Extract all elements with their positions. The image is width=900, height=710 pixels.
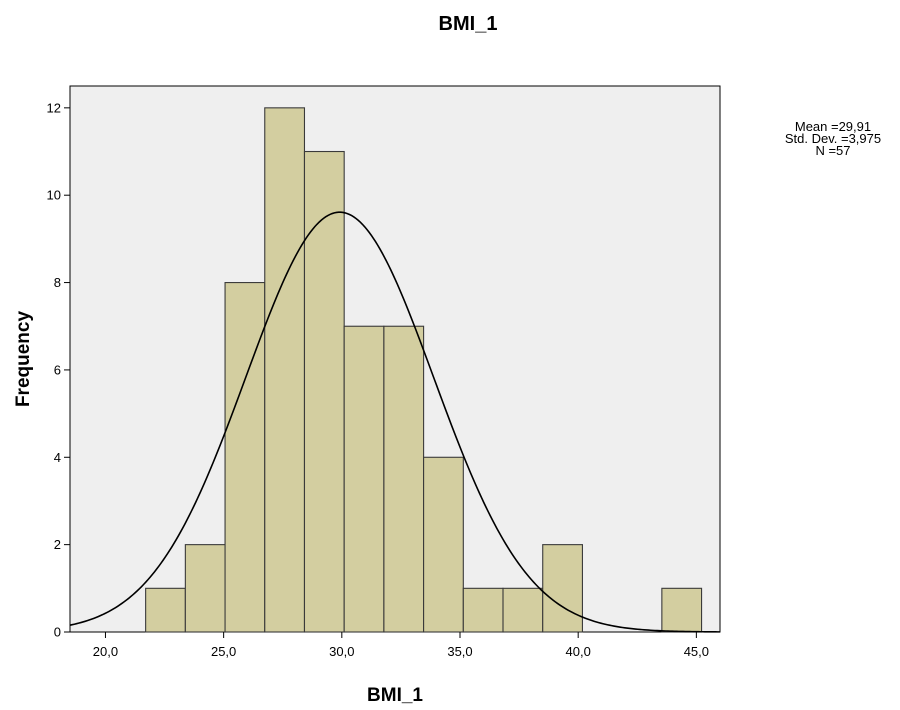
normal-curve [69,211,721,633]
histogram-bar [264,107,306,633]
y-tick-label: 8 [54,275,61,290]
histogram-bar [343,325,385,633]
stats-line: N =57 [815,143,850,158]
histogram-bar [423,456,464,633]
histogram-bar [502,587,544,633]
x-tick-label: 25,0 [211,644,236,659]
x-tick-label: 20,0 [93,644,118,659]
histogram-bar [145,587,186,633]
x-tick-label: 30,0 [329,644,354,659]
x-tick-label: 45,0 [684,644,709,659]
y-tick-label: 4 [54,450,61,465]
y-tick-label: 12 [47,100,61,115]
histogram-bar [303,150,345,633]
y-tick-label: 6 [54,362,61,377]
x-tick-label: 35,0 [447,644,472,659]
normal-curve-group [69,211,721,633]
x-axis: 20,0 25,0 30,0 35,0 40,0 45,0 [93,632,709,659]
histogram-bar [184,544,226,633]
histogram-bar [661,587,703,633]
x-axis-label: BMI_1 [367,685,423,706]
y-tick-label: 10 [47,188,61,203]
chart-title: BMI_1 [439,13,498,35]
y-axis-label: Frequency [13,311,34,408]
histogram-bar [224,282,266,633]
y-tick-label: 0 [54,625,61,640]
y-axis: 0 2 4 6 8 10 12 [47,100,70,640]
x-tick-label: 40,0 [566,644,591,659]
stats-line: Mean =29,91 [795,119,871,134]
histogram-bar [462,587,504,633]
histogram-bar [542,544,583,633]
histogram-bar [383,325,425,633]
y-tick-label: 2 [54,537,61,552]
stats-line: Std. Dev. =3,975 [785,131,881,146]
